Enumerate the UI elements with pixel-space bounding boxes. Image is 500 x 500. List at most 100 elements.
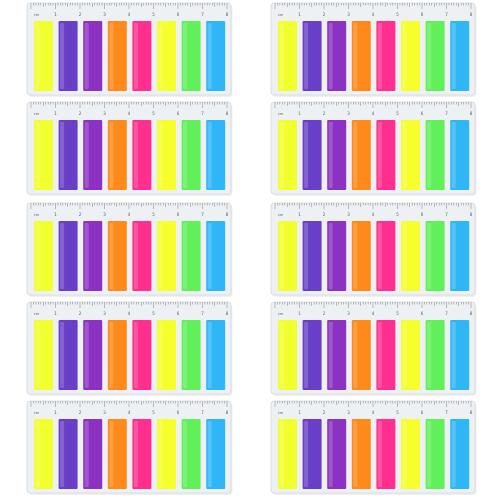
index-tab-highlight [60, 223, 65, 289]
ruler-unit-label: cm [34, 312, 40, 316]
index-tab [302, 21, 322, 91]
index-tab-highlight [60, 322, 65, 388]
ruler-number: 7 [201, 410, 204, 415]
index-tab-highlight [84, 23, 89, 89]
index-tab-highlight [353, 23, 358, 89]
ruler-number: 3 [103, 12, 106, 17]
index-tab [34, 21, 53, 91]
sticky-tab-set: 1 2 3 4 5 6 7 8 cm [270, 2, 477, 97]
index-tab [107, 419, 127, 489]
index-tab [132, 221, 152, 291]
index-tab-highlight [133, 322, 138, 388]
index-tab [157, 221, 176, 291]
ruler-number: 6 [177, 12, 180, 17]
ruler-number: 3 [347, 12, 350, 17]
index-tab [401, 120, 420, 190]
index-tab [157, 120, 176, 190]
index-tab-highlight [328, 322, 333, 388]
index-tab [132, 320, 152, 390]
index-tab-highlight [451, 122, 456, 188]
index-tab-highlight [304, 322, 309, 388]
ruler-ticks [30, 401, 228, 407]
index-tab [107, 320, 127, 390]
index-tab-highlight [328, 223, 333, 289]
ruler-number: 4 [128, 12, 131, 17]
index-tab-highlight [109, 322, 114, 388]
ruler-number: 7 [201, 212, 204, 217]
index-tab [107, 120, 127, 190]
ruler-number: 2 [79, 212, 82, 217]
index-tab [34, 419, 53, 489]
index-tab [302, 419, 322, 489]
ruler-unit-label: cm [278, 411, 284, 415]
index-tab-highlight [133, 421, 138, 487]
index-tab [401, 221, 420, 291]
ruler-ticks [30, 302, 228, 308]
index-tab [425, 320, 445, 390]
index-tab [302, 320, 322, 390]
ruler-number: 5 [396, 410, 399, 415]
ruler-number: 5 [396, 12, 399, 17]
ruler-number: 7 [201, 111, 204, 116]
ruler-unit-label: cm [278, 112, 284, 116]
index-tab [157, 21, 176, 91]
index-tab [278, 120, 297, 190]
index-tab [132, 419, 152, 489]
index-tab [450, 221, 470, 291]
index-tab [83, 419, 103, 489]
index-tab-highlight [402, 421, 407, 487]
index-tab-highlight [451, 322, 456, 388]
index-tab [278, 221, 297, 291]
ruler-number: 5 [152, 212, 155, 217]
ruler-number: 5 [152, 12, 155, 17]
ruler-number: 5 [152, 410, 155, 415]
ruler-number: 3 [347, 212, 350, 217]
index-tab-highlight [158, 122, 163, 188]
index-tab-highlight [377, 421, 382, 487]
index-tab [327, 320, 347, 390]
index-tab [351, 120, 371, 190]
ruler-number: 3 [347, 311, 350, 316]
index-tab-highlight [304, 122, 309, 188]
ruler-ticks [274, 302, 472, 308]
index-tab [401, 21, 420, 91]
index-tab [206, 221, 226, 291]
ruler-number: 7 [445, 311, 448, 316]
index-tab [327, 120, 347, 190]
ruler-number: 7 [445, 410, 448, 415]
index-tab-highlight [427, 23, 432, 89]
index-tab [450, 120, 470, 190]
index-tab [181, 419, 201, 489]
ruler-number: 6 [421, 311, 424, 316]
index-tab-highlight [109, 23, 114, 89]
ruler-number: 7 [445, 12, 448, 17]
index-tab-highlight [109, 223, 114, 289]
index-tab-highlight [109, 122, 114, 188]
index-tab-highlight [279, 122, 284, 188]
ruler-number: 3 [103, 111, 106, 116]
index-tab [376, 320, 396, 390]
index-tab [376, 419, 396, 489]
index-tab [83, 221, 103, 291]
index-tab [132, 21, 152, 91]
index-tab [206, 21, 226, 91]
ruler-number: 8 [470, 212, 473, 217]
index-tab-highlight [279, 223, 284, 289]
ruler-number: 4 [128, 212, 131, 217]
ruler-number: 3 [347, 111, 350, 116]
index-tab [450, 320, 470, 390]
ruler-number: 4 [128, 111, 131, 116]
ruler-ticks [274, 401, 472, 407]
index-tab [327, 419, 347, 489]
ruler-number: 6 [177, 212, 180, 217]
index-tab-highlight [60, 23, 65, 89]
sticky-tab-set: 1 2 3 4 5 6 7 8 cm [270, 400, 477, 495]
ruler-ticks [30, 102, 228, 108]
ruler-number: 1 [298, 212, 301, 217]
index-tab [58, 419, 78, 489]
ruler-number: 6 [421, 212, 424, 217]
index-tab [450, 21, 470, 91]
index-tab-highlight [60, 421, 65, 487]
index-tab-highlight [328, 122, 333, 188]
